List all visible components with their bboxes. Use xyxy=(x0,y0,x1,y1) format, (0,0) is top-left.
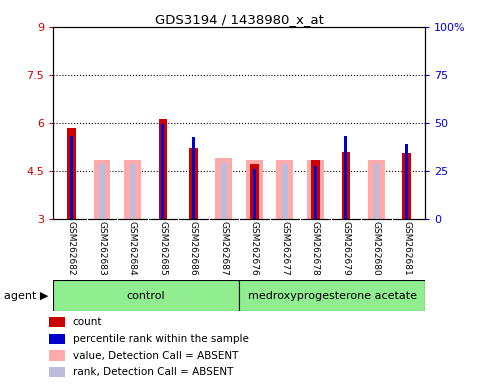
Text: control: control xyxy=(127,291,165,301)
Text: GSM262676: GSM262676 xyxy=(250,221,259,275)
Bar xyxy=(189,149,198,219)
Text: GSM262679: GSM262679 xyxy=(341,221,350,275)
Bar xyxy=(307,160,324,219)
Text: GSM262677: GSM262677 xyxy=(280,221,289,275)
Bar xyxy=(49,367,65,377)
Text: rank, Detection Call = ABSENT: rank, Detection Call = ABSENT xyxy=(72,367,233,377)
Text: count: count xyxy=(72,317,102,327)
Bar xyxy=(311,160,320,219)
Bar xyxy=(70,136,73,219)
Text: medroxyprogesterone acetate: medroxyprogesterone acetate xyxy=(248,291,416,301)
Text: GSM262680: GSM262680 xyxy=(372,221,381,275)
Text: GSM262686: GSM262686 xyxy=(189,221,198,275)
Bar xyxy=(49,334,65,344)
Text: GSM262678: GSM262678 xyxy=(311,221,320,275)
Bar xyxy=(250,164,258,219)
Bar xyxy=(253,169,256,219)
Bar xyxy=(158,119,167,219)
Bar xyxy=(99,164,105,219)
Bar xyxy=(221,163,227,219)
Text: GSM262683: GSM262683 xyxy=(98,221,106,275)
Bar xyxy=(373,164,379,219)
Bar xyxy=(192,137,195,219)
Bar xyxy=(239,280,425,311)
Bar xyxy=(49,351,65,361)
Bar xyxy=(246,160,263,219)
Text: value, Detection Call = ABSENT: value, Detection Call = ABSENT xyxy=(72,351,238,361)
Title: GDS3194 / 1438980_x_at: GDS3194 / 1438980_x_at xyxy=(155,13,324,26)
Bar xyxy=(53,280,239,311)
Text: GSM262682: GSM262682 xyxy=(67,221,76,275)
Bar xyxy=(344,136,347,219)
Bar xyxy=(405,144,408,219)
Bar xyxy=(368,160,384,219)
Bar xyxy=(215,158,232,219)
Bar xyxy=(94,160,110,219)
Bar xyxy=(276,160,293,219)
Bar xyxy=(341,152,350,219)
Bar xyxy=(402,153,411,219)
Text: percentile rank within the sample: percentile rank within the sample xyxy=(72,334,248,344)
Bar xyxy=(67,127,76,219)
Bar xyxy=(252,164,257,219)
Bar xyxy=(129,164,135,219)
Bar xyxy=(161,124,164,219)
Text: GSM262685: GSM262685 xyxy=(158,221,168,275)
Text: GSM262684: GSM262684 xyxy=(128,221,137,275)
Text: GSM262687: GSM262687 xyxy=(219,221,228,275)
Bar xyxy=(49,317,65,327)
Text: GSM262681: GSM262681 xyxy=(402,221,411,275)
Text: agent ▶: agent ▶ xyxy=(4,291,48,301)
Bar xyxy=(282,164,287,219)
Bar xyxy=(124,160,141,219)
Bar xyxy=(314,166,317,219)
